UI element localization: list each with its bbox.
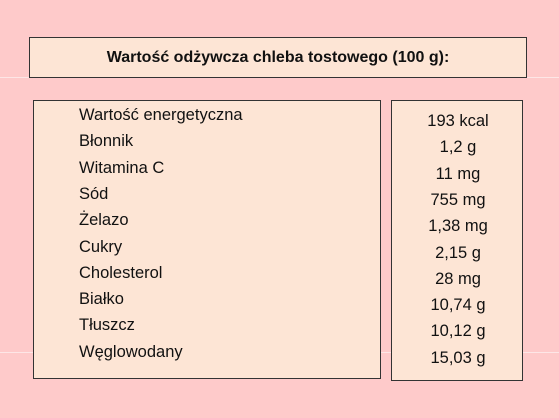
nutrient-name: Żelazo xyxy=(79,211,129,230)
nutrient-value: 193 kcal xyxy=(427,112,489,130)
nutrient-name: Cukry xyxy=(79,237,123,256)
nutrient-value: 2,15 g xyxy=(435,243,481,262)
nutrient-name: Błonnik xyxy=(79,132,134,151)
nutrient-value: 1,38 mg xyxy=(428,217,488,236)
nutrient-value: 11 mg xyxy=(435,164,481,183)
title: Wartość odżywcza chleba tostowego (100 g… xyxy=(106,48,450,66)
nutrient-value: 1,2 g xyxy=(439,138,477,157)
nutrient-value: 15,03 g xyxy=(430,348,486,367)
nutrient-name: Białko xyxy=(79,290,124,309)
names-box: Wartość energetyczna Błonnik Witamina C Sód… xyxy=(33,100,381,379)
nutrient-name: Witamina C xyxy=(79,158,165,177)
nutrient-name: Tłuszcz xyxy=(79,316,135,335)
nutrient-value: 10,12 g xyxy=(430,322,486,341)
nutrient-name: Sód xyxy=(79,184,109,203)
nutrient-name: Węglowodany xyxy=(79,342,183,361)
nutrient-name: Wartość energetyczna xyxy=(79,106,243,124)
nutrient-value: 755 mg xyxy=(430,190,486,209)
title-box: Wartość odżywcza chleba tostowego (100 g… xyxy=(29,37,527,78)
values-box: 193 kcal 1,2 g 11 mg 755 mg 1,38 mg 2,15 g 28 … xyxy=(391,100,523,381)
nutrient-value: 28 mg xyxy=(435,269,481,288)
nutrient-value: 10,74 g xyxy=(430,296,486,315)
nutrient-name: Cholesterol xyxy=(79,263,163,282)
